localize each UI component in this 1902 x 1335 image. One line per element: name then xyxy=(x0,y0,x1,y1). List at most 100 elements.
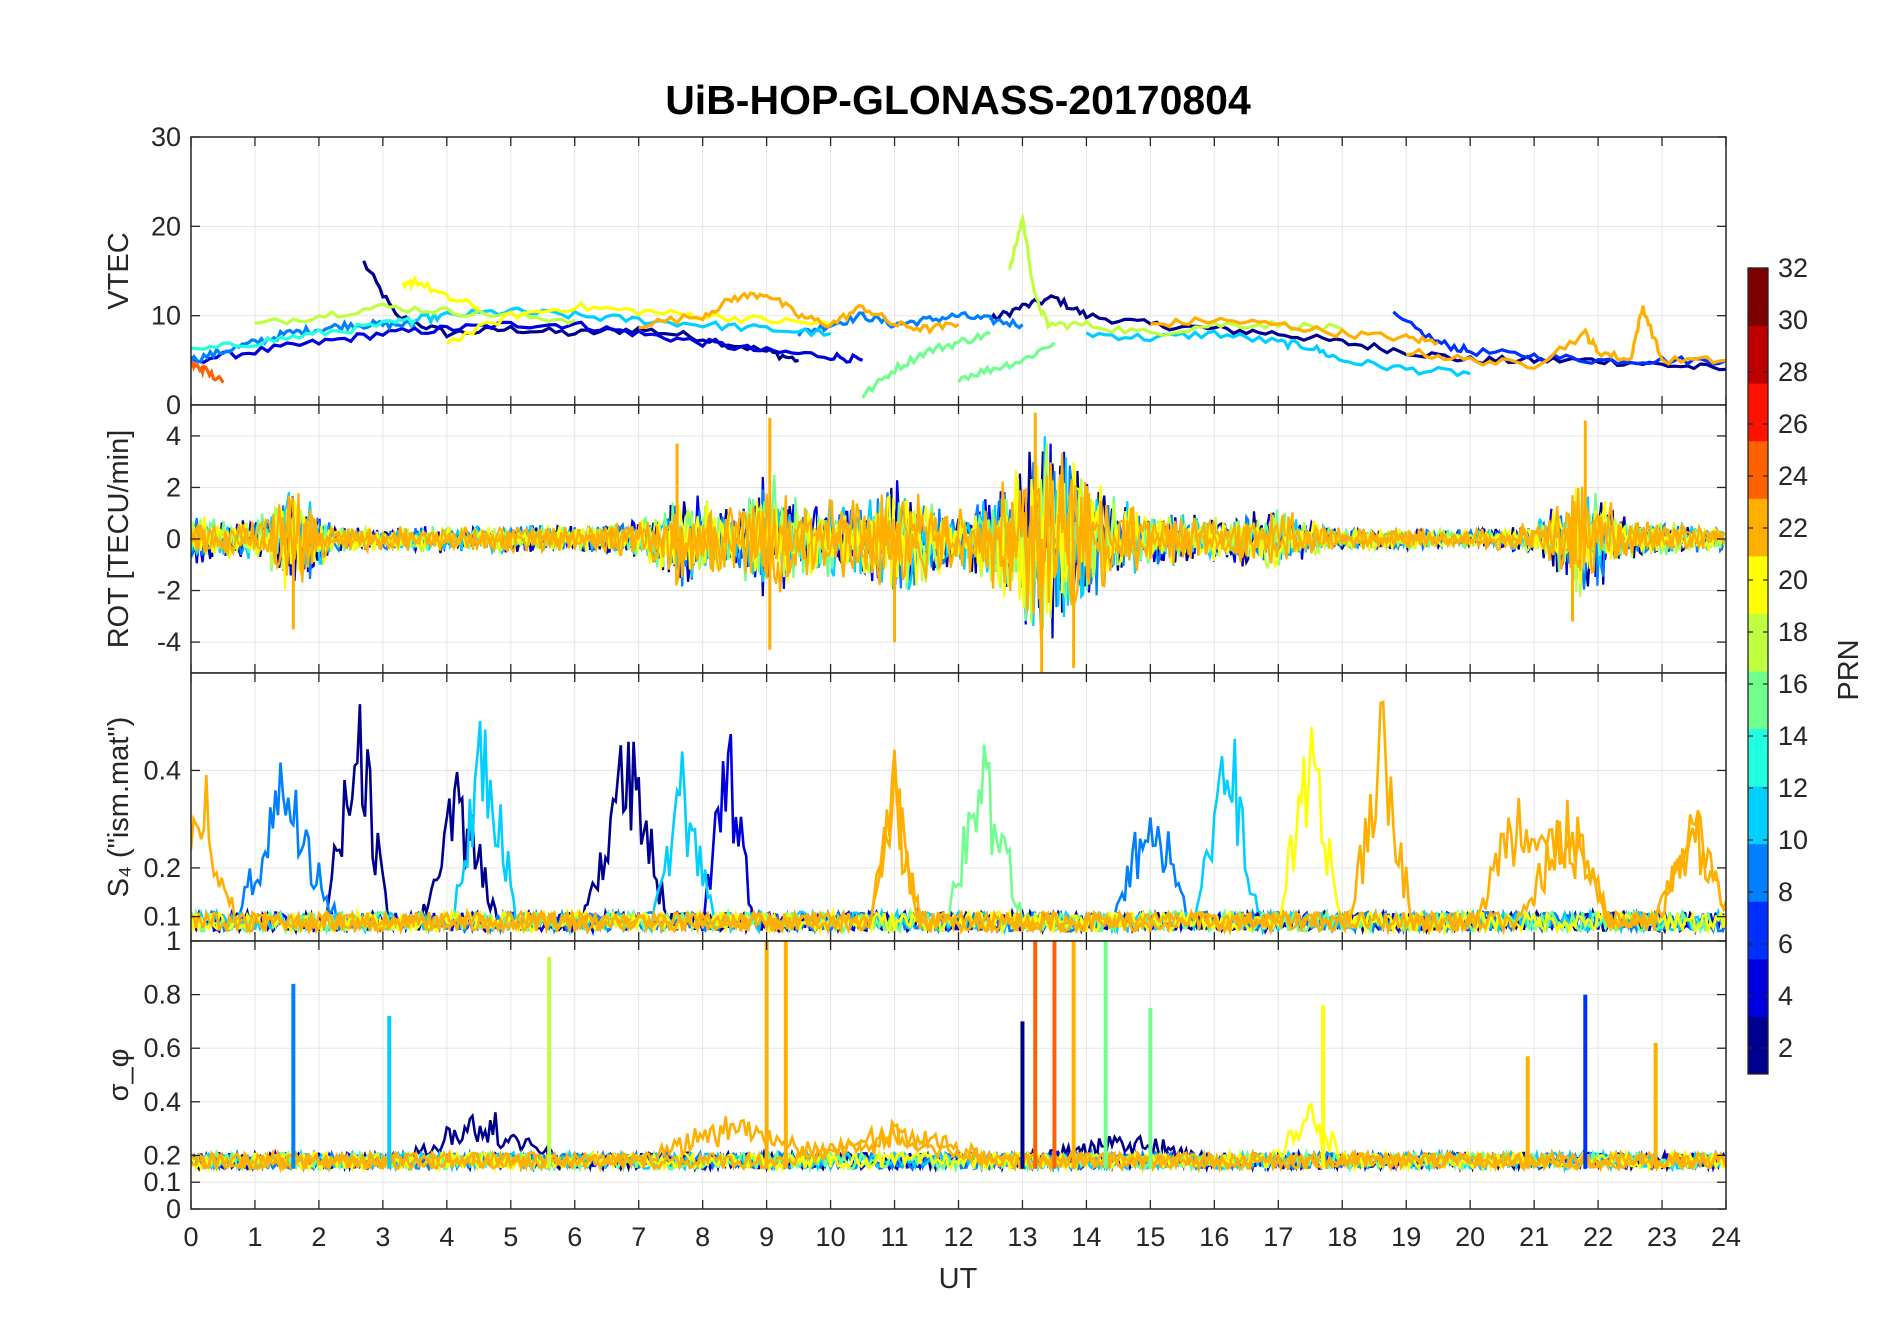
colorbar-tick-label: 16 xyxy=(1778,669,1808,699)
colorbar-segment xyxy=(1748,383,1768,442)
colorbar-segment xyxy=(1748,671,1768,730)
colorbar-label: PRN xyxy=(1833,639,1865,700)
x-tick-label: 23 xyxy=(1647,1222,1677,1252)
y-tick-label: 1 xyxy=(166,926,181,956)
colorbar-tick-label: 20 xyxy=(1778,565,1808,595)
colorbar-segment xyxy=(1748,786,1768,845)
colorbar-tick-label: 6 xyxy=(1778,929,1793,959)
colorbar-segment xyxy=(1748,613,1768,672)
x-tick-label: 15 xyxy=(1135,1222,1165,1252)
colorbar-segment xyxy=(1748,901,1768,960)
vtec-series-prn-22 xyxy=(638,291,960,336)
vtec-series-prn-19 xyxy=(401,275,480,311)
vtec-series-prn-21 xyxy=(1150,316,1439,347)
y-tick-label: 0.6 xyxy=(143,1033,181,1063)
vtec-series-prn-24 xyxy=(191,360,225,384)
colorbar-tick-label: 14 xyxy=(1778,721,1808,751)
vtec-series-prn-18 xyxy=(1008,212,1343,338)
x-tick-label: 16 xyxy=(1199,1222,1229,1252)
colorbar-frame xyxy=(1747,267,1769,1075)
colorbar-tick-label: 8 xyxy=(1778,877,1793,907)
x-tick-label: 17 xyxy=(1263,1222,1293,1252)
colorbar-segment xyxy=(1748,958,1768,1017)
y-tick-label: 0.2 xyxy=(143,1140,181,1170)
x-tick-label: 2 xyxy=(311,1222,326,1252)
colorbar-tick-label: 12 xyxy=(1778,773,1808,803)
colorbar-segment xyxy=(1748,268,1768,327)
colorbar-segment xyxy=(1748,1016,1768,1075)
colorbar-tick-label: 28 xyxy=(1778,357,1808,387)
x-tick-label: 8 xyxy=(695,1222,710,1252)
sigma_phi-series-prn-23 xyxy=(191,1118,1726,1174)
x-tick-label: 3 xyxy=(375,1222,390,1252)
vtec-series-prn-3 xyxy=(989,293,1726,372)
x-tick-label: 22 xyxy=(1583,1222,1613,1252)
colorbar-tick-label: 10 xyxy=(1778,825,1808,855)
colorbar-tick-label: 18 xyxy=(1778,617,1808,647)
y-tick-label: 0.1 xyxy=(143,1167,181,1197)
colorbar-tick-label: 22 xyxy=(1778,513,1808,543)
x-tick-label: 7 xyxy=(631,1222,646,1252)
vtec-series-prn-5 xyxy=(191,320,864,364)
x-tick-label: 24 xyxy=(1711,1222,1741,1252)
colorbar-tick-label: 2 xyxy=(1778,1033,1793,1063)
x-tick-label: 0 xyxy=(183,1222,198,1252)
y-tick-label: 0 xyxy=(166,524,181,554)
y-tick-label: 30 xyxy=(151,122,181,152)
colorbar-segment xyxy=(1748,555,1768,614)
x-tick-label: 6 xyxy=(567,1222,582,1252)
series-group-rot xyxy=(191,412,1726,673)
s4-series-prn-23 xyxy=(191,749,1726,937)
x-tick-labels: 0 1 2 3 4 5 6 7 8 9 10 11 12 13 14 15 16 17 18 19 20 21 22 23 24 xyxy=(183,1222,1741,1252)
colorbar-segment xyxy=(1748,728,1768,787)
y-tick-label: -2 xyxy=(157,576,181,606)
colorbar-tick-label: 30 xyxy=(1778,305,1808,335)
y-tick-label: 0 xyxy=(166,390,181,420)
panel-rot: -4 -2 0 2 4 ROT [TECU/min] xyxy=(103,404,1727,674)
x-tick-label: 13 xyxy=(1007,1222,1037,1252)
y-tick-label: 2 xyxy=(166,472,181,502)
panel-vtec: 0 10 20 30 VTEC xyxy=(103,122,1727,420)
colorbar-segment xyxy=(1748,325,1768,384)
x-tick-label: 9 xyxy=(759,1222,774,1252)
y-tick-label: 0 xyxy=(166,1194,181,1224)
x-tick-label: 1 xyxy=(247,1222,262,1252)
y-tick-label: 0.4 xyxy=(143,1087,181,1117)
series-group-vtec xyxy=(191,212,1726,399)
vtec-series-prn-15 xyxy=(957,341,1056,384)
x-tick-label: 10 xyxy=(816,1222,846,1252)
panel-sigma_phi: 00.10.2 0.4 0.6 0.8 1 σ_φ xyxy=(103,926,1727,1224)
colorbar-tick-label: 4 xyxy=(1778,981,1793,1011)
y-axis-label-rot: ROT [TECU/min] xyxy=(103,430,135,649)
series-group-s4 xyxy=(191,699,1726,937)
x-tick-label: 4 xyxy=(439,1222,454,1252)
series-group-sigma_phi xyxy=(191,941,1726,1174)
vtec-series-prn-14 xyxy=(191,315,417,351)
vtec-series-prn-16 xyxy=(861,330,991,399)
y-tick-label: 10 xyxy=(151,301,181,331)
rot-series-prn-23 xyxy=(191,462,1726,640)
y-tick-label: 0.1 xyxy=(143,902,181,932)
x-tick-label: 5 xyxy=(503,1222,518,1252)
y-tick-label: 0.4 xyxy=(143,755,181,785)
x-tick-label: 12 xyxy=(943,1222,973,1252)
x-tick-label: 20 xyxy=(1455,1222,1485,1252)
x-tick-label: 18 xyxy=(1327,1222,1357,1252)
colorbar-segment xyxy=(1748,843,1768,902)
vtec-series-prn-20 xyxy=(445,301,832,345)
y-tick-label: 4 xyxy=(166,421,181,451)
x-tick-label: 14 xyxy=(1071,1222,1101,1252)
x-axis-label: UT xyxy=(939,1263,978,1295)
y-axis-label-vtec: VTEC xyxy=(103,232,135,309)
y-axis-label-sigma_phi: σ_φ xyxy=(103,1049,135,1102)
colorbar-segment xyxy=(1748,498,1768,557)
colorbar-segment xyxy=(1748,440,1768,499)
panel-s4: 0.1 0.2 0.4 S₄ ("ism.mat") xyxy=(103,672,1727,942)
s4-series-prn-22 xyxy=(191,699,1726,936)
x-tick-label: 11 xyxy=(881,1222,909,1252)
colorbar-tick-label: 24 xyxy=(1778,461,1808,491)
vtec-series-prn-23 xyxy=(1406,305,1726,371)
